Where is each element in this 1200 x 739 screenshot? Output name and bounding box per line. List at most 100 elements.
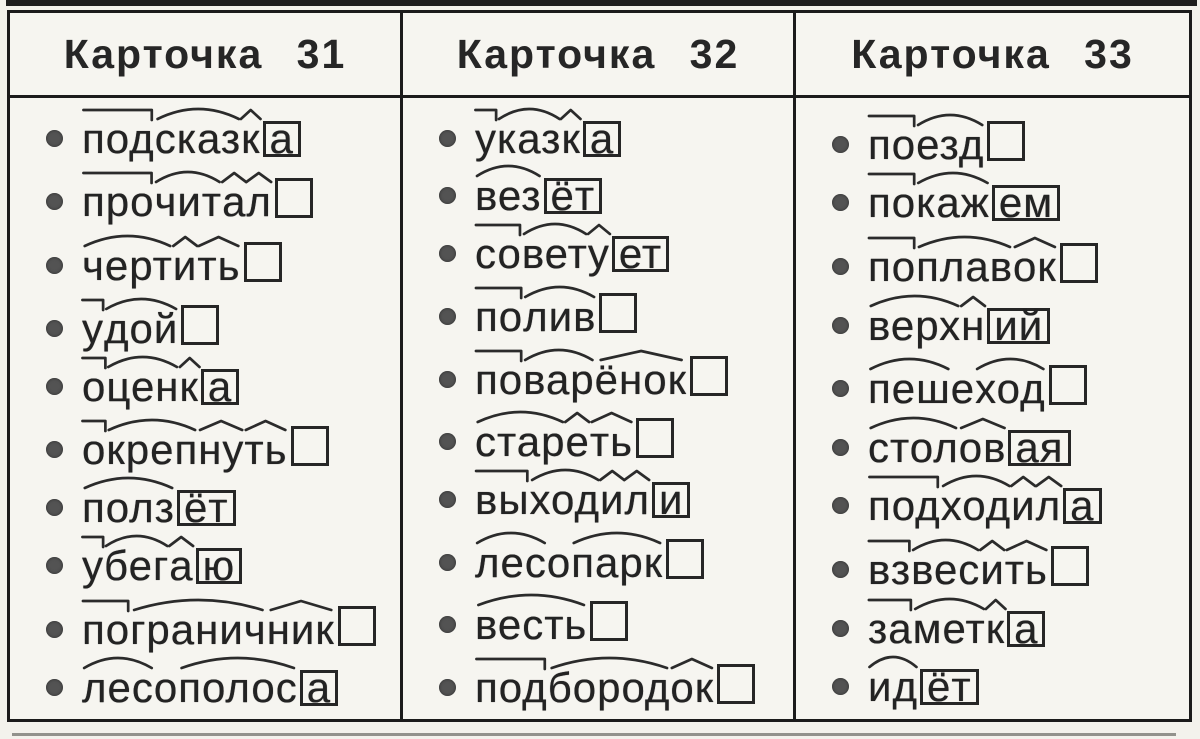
word-item: лес о полос а [46,655,396,708]
word-item: о креп ну ть [46,412,396,471]
suffix-mark-icon [957,415,1009,429]
root-mark-icon [916,234,1013,248]
root-segment: весть [475,592,587,646]
suffix-segment: и [1009,473,1037,527]
word-item: вз вес и ть [832,532,1185,593]
morpheme-text: а [1007,607,1046,649]
word: лес о парк [475,525,705,583]
root-segment: ид [868,654,918,708]
suffix-segment: л [1034,473,1064,527]
root-mark-icon [941,473,1011,487]
prefix-segment: под [82,106,155,163]
card: Карточка 31 под сказ к а про чит а л черт и ть у дой о… [10,13,403,719]
morpheme-text: ход [529,476,600,524]
prefix-segment: по [868,170,916,224]
word: у дой [82,291,220,352]
suffix-mark-icon [598,467,626,481]
word-item: по плав ок [832,229,1185,287]
word: ид ёт [868,654,979,708]
morpheme-text: у [82,304,104,352]
prefix-segment: под [868,473,941,527]
prefix-mark-icon [868,170,916,184]
root-segment: цен [106,354,179,407]
root-segment: вес [911,537,980,591]
suffix-segment: ник [267,597,335,650]
root-mark-icon [868,356,951,370]
suffix-mark-icon [1034,473,1064,487]
root-segment: стар [475,409,565,463]
prefix-segment: по [82,597,130,650]
word-item: по езд [832,107,1185,165]
card-title: Карточка 31 [10,13,400,98]
morpheme-text: верх [868,301,962,349]
root-mark-icon [178,655,298,669]
cards-table: Карточка 31 под сказ к а про чит а л черт и ть у дой о… [7,10,1192,722]
word: по плав ок [868,229,1098,287]
morpheme-text: под [82,115,155,163]
plain-segment: о [547,530,571,583]
suffix-mark-icon [563,409,591,423]
prefix-segment: по [475,284,523,337]
word-item: у каз к а [439,106,789,159]
word-item: у бег а ю [46,533,396,590]
suffix-segment: к [180,354,199,407]
root-segment: лес [475,530,547,583]
morpheme-text: л [624,476,650,524]
morpheme-text: ход [975,365,1046,413]
plain-segment: о [154,655,178,708]
root-segment: ход [975,356,1046,413]
word: лес о полос а [82,655,339,708]
suffix-mark-icon [1009,473,1037,487]
word-item: про чит а л [46,164,396,223]
ending-segment [663,525,705,582]
word-item: ид ёт [832,654,1185,708]
morpheme-text: у [587,230,610,278]
root-mark-icon [104,296,178,310]
zero-ending-box-icon [635,418,674,459]
ending-segment: а [298,656,339,708]
prefix-segment: у [475,106,497,159]
prefix-mark-icon [868,234,916,248]
suffix-segment: к [239,106,262,160]
suffix-segment: ов [957,415,1009,468]
root-mark-icon [154,169,222,183]
word-item: о цен к а [46,354,396,407]
morpheme-text: а [299,666,339,708]
bullet-icon [46,319,63,337]
word-item: за мет к а [832,596,1185,652]
word: стол ов ая [868,415,1071,468]
word: пеш е ход [868,351,1087,413]
suffix-mark-icon [167,533,195,547]
morpheme-text: ть [589,418,633,466]
suffix-segment: ть [588,409,635,466]
morpheme-text: сказ [154,115,242,163]
prefix-mark-icon [82,597,130,611]
suffix-segment: ть [197,233,240,286]
root-segment: мет [912,596,986,652]
root-mark-icon [523,284,596,298]
plain-segment: е [951,356,975,410]
morpheme-text: мет [912,604,986,652]
card-title: Карточка 32 [403,13,793,98]
prefix-mark-icon [475,655,548,669]
ending-segment [335,592,376,649]
word: по каж ем [868,170,1061,224]
morpheme-text: бег [104,542,170,590]
morpheme-text: вз [868,546,912,593]
morpheme-text: ть [1004,546,1048,593]
word: вз вес и ть [868,532,1089,593]
morpheme-text: а [262,118,301,160]
suffix-mark-icon [239,106,262,120]
suffix-segment: и [598,467,626,521]
root-mark-icon [522,221,588,235]
bullet-icon [439,679,456,697]
morpheme-text: к [985,604,1006,652]
root-mark-icon [475,592,587,606]
suffix-mark-icon [588,409,635,423]
root-segment: стол [868,415,959,468]
root-mark-icon [911,537,980,551]
prefix-mark-icon [475,221,522,235]
prefix-mark-icon [868,473,941,487]
prefix-segment: за [868,596,913,649]
word: о креп ну ть [82,412,329,471]
